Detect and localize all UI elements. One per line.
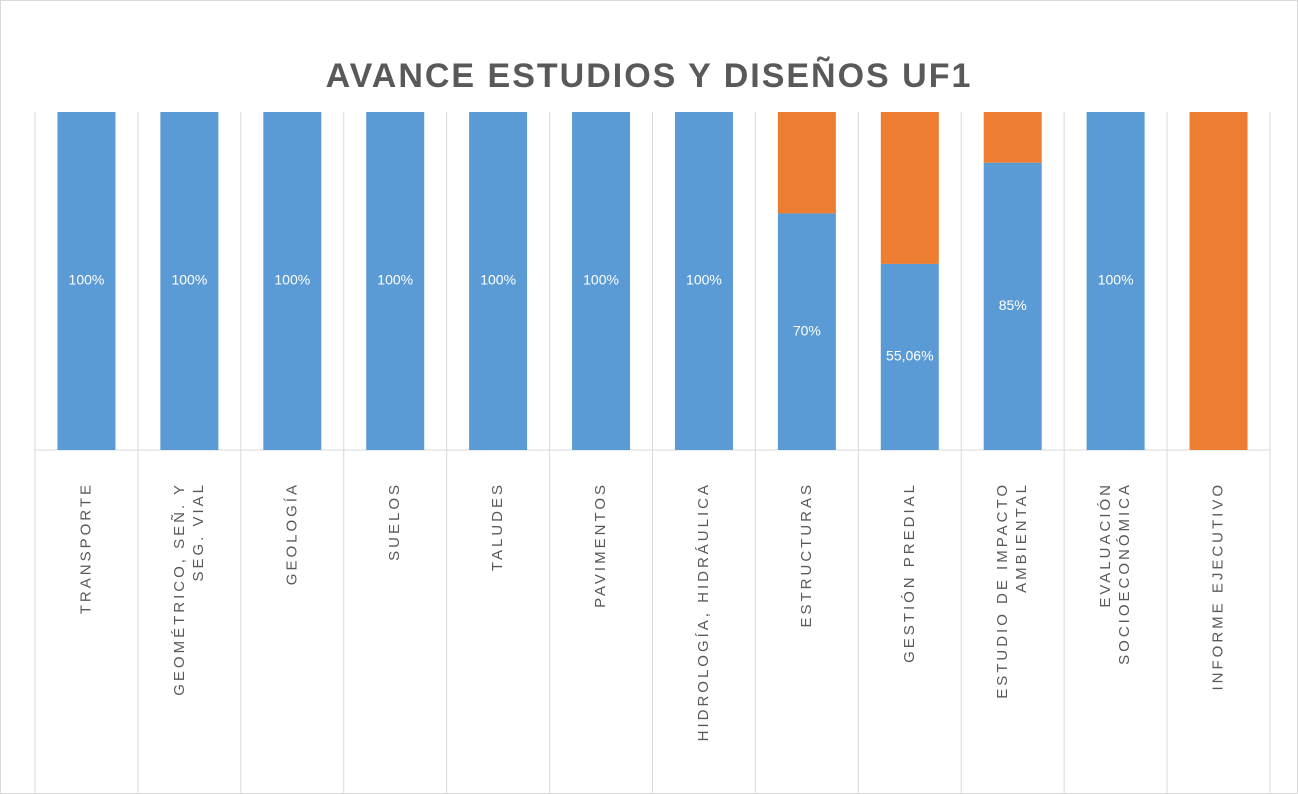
x-tick-label: SUELOS <box>386 482 403 561</box>
data-label: 100% <box>583 272 619 288</box>
x-tick-label: PAVIMENTOS <box>592 482 609 608</box>
x-tick-label: TALUDES <box>489 482 506 571</box>
chart-title: AVANCE ESTUDIOS Y DISEÑOS UF1 <box>326 57 973 95</box>
bar-segment <box>57 112 116 450</box>
bar-segment <box>1189 112 1248 450</box>
bar-segment <box>366 112 425 450</box>
bar-segment <box>880 263 939 450</box>
bar-segment <box>469 112 528 450</box>
data-label: 55,06% <box>886 348 933 364</box>
x-tick-label: ESTRUCTURAS <box>798 482 815 628</box>
data-label: 100% <box>377 272 413 288</box>
bar-segment <box>777 213 836 450</box>
x-tick-label: GESTIÓN PREDIAL <box>901 482 918 663</box>
x-tick-label: INFORME EJECUTIVO <box>1210 482 1227 691</box>
x-tick-label: HIDROLOGÍA, HIDRÁULICA <box>695 482 712 741</box>
data-label: 100% <box>480 272 516 288</box>
bar-segment <box>572 112 631 450</box>
data-label: 100% <box>69 272 105 288</box>
data-label: 70% <box>793 322 821 338</box>
x-tick-label: EVALUACIÓN SOCIOECONÓMICA <box>1097 482 1133 672</box>
bar-segment <box>983 162 1042 450</box>
data-label: 100% <box>686 272 722 288</box>
data-label: 100% <box>171 272 207 288</box>
x-tick-label: TRANSPORTE <box>77 482 94 614</box>
data-label: 85% <box>999 297 1027 313</box>
bar-segment <box>983 112 1042 163</box>
bar-segment <box>777 112 836 214</box>
bar-segment <box>263 112 322 450</box>
bar-segment <box>674 112 733 450</box>
bar-segment <box>880 112 939 264</box>
bar-segment <box>1086 112 1145 450</box>
bar-segment <box>160 112 219 450</box>
x-tick-label: ESTUDIO DE IMPACTO AMBIENTAL <box>994 482 1030 699</box>
x-tick-label: GEOLOGÍA <box>283 482 300 585</box>
data-label: 100% <box>1098 272 1134 288</box>
data-label: 100% <box>274 272 310 288</box>
x-tick-label: GEOMÉTRICO, SEÑ. Y SEG. VIAL <box>171 482 207 696</box>
